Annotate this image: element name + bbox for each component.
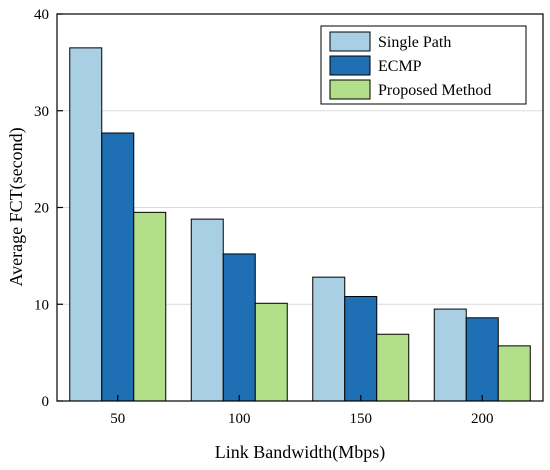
y-tick-label: 0: [42, 394, 50, 410]
y-tick-label: 30: [34, 104, 49, 120]
bar-ecmp-100: [222, 253, 256, 402]
legend-label: ECMP: [378, 58, 422, 75]
legend-swatch: [329, 79, 371, 100]
y-tick-label: 20: [34, 201, 49, 217]
bar-single-path-200: [433, 308, 467, 402]
bar-ecmp-150: [344, 296, 378, 402]
bar-ecmp-50: [101, 132, 135, 402]
y-axis-ticks: 0 10 20 30 40: [34, 7, 63, 410]
bar-proposed-method-150: [376, 333, 410, 402]
bars: [69, 47, 531, 402]
bar-ecmp-200: [465, 317, 499, 402]
y-tick-label: 40: [34, 7, 49, 23]
y-tick-label: 10: [34, 297, 49, 313]
x-axis-ticks: 50 100 150 200: [110, 395, 494, 427]
legend-swatch: [329, 55, 371, 76]
bar-proposed-method-100: [254, 302, 288, 402]
bar-single-path-150: [312, 276, 346, 402]
bar-proposed-method-50: [133, 211, 167, 402]
legend: Single Path ECMP Proposed Method: [320, 25, 527, 105]
legend-label: Single Path: [378, 34, 451, 51]
x-tick-label: 100: [228, 411, 251, 427]
x-tick-label: 150: [350, 411, 373, 427]
x-tick-label: 50: [110, 411, 125, 427]
bar-single-path-100: [190, 218, 224, 402]
x-tick-label: 200: [471, 411, 494, 427]
x-axis-title: Link Bandwidth(Mbps): [215, 442, 386, 463]
bar-single-path-50: [69, 47, 103, 402]
bar-proposed-method-200: [497, 345, 531, 402]
legend-swatch: [329, 31, 371, 52]
y-axis-title: Average FCT(second): [6, 127, 27, 286]
legend-label: Proposed Method: [378, 82, 491, 99]
